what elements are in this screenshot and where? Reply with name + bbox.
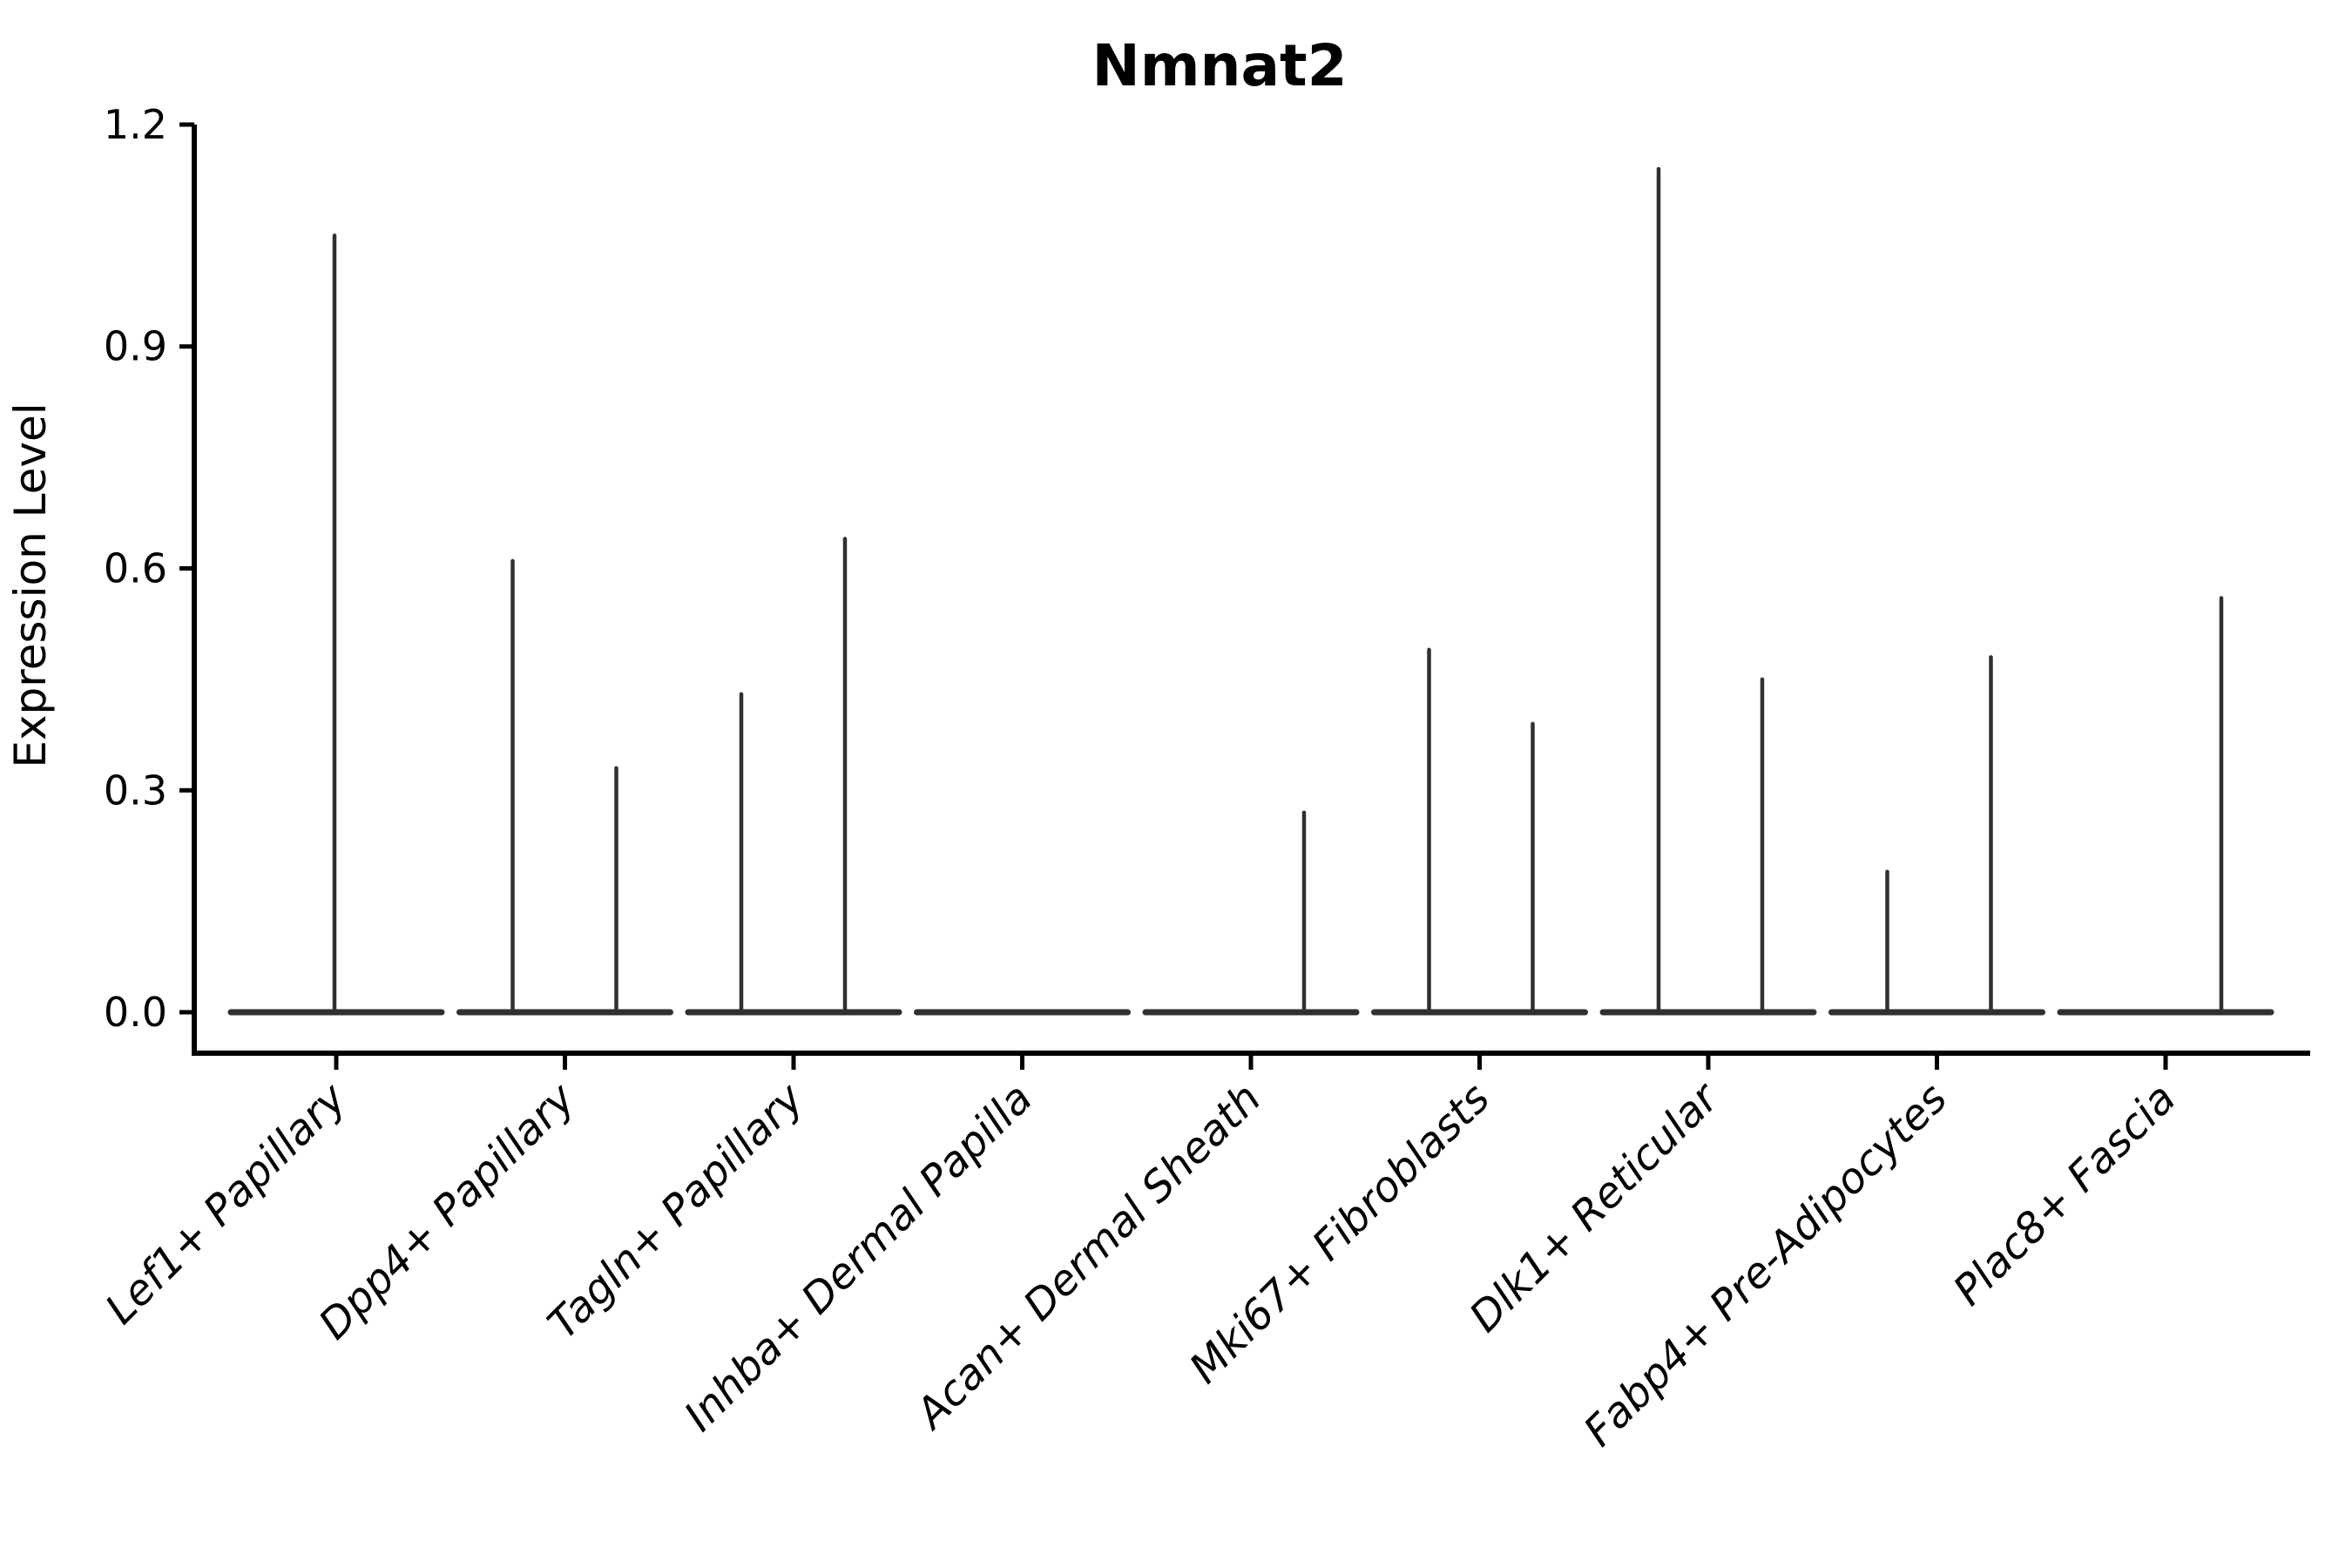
x-category-label: Plac8+ Fascia: [1944, 1074, 2186, 1315]
x-category-label: Tagln+ Papillary: [538, 1073, 814, 1348]
y-tick-label: 0.9: [104, 323, 167, 370]
x-category-label: Lef1+ Papillary: [96, 1073, 356, 1334]
y-tick-label: 0.6: [104, 545, 167, 592]
x-category-label: Dpp4+ Papillary: [309, 1073, 585, 1348]
y-axis-label: Expression Level: [5, 402, 56, 767]
chart-title: Nmnat2: [1092, 32, 1347, 99]
x-category-label: Fabp4+ Pre-Adipocytes: [1574, 1074, 1957, 1456]
y-tick-label: 0.0: [104, 989, 167, 1036]
x-category-label: Dlk1+ Reticular: [1460, 1072, 1730, 1342]
y-tick-label: 0.3: [104, 767, 167, 814]
y-tick-label: 1.2: [104, 101, 167, 148]
